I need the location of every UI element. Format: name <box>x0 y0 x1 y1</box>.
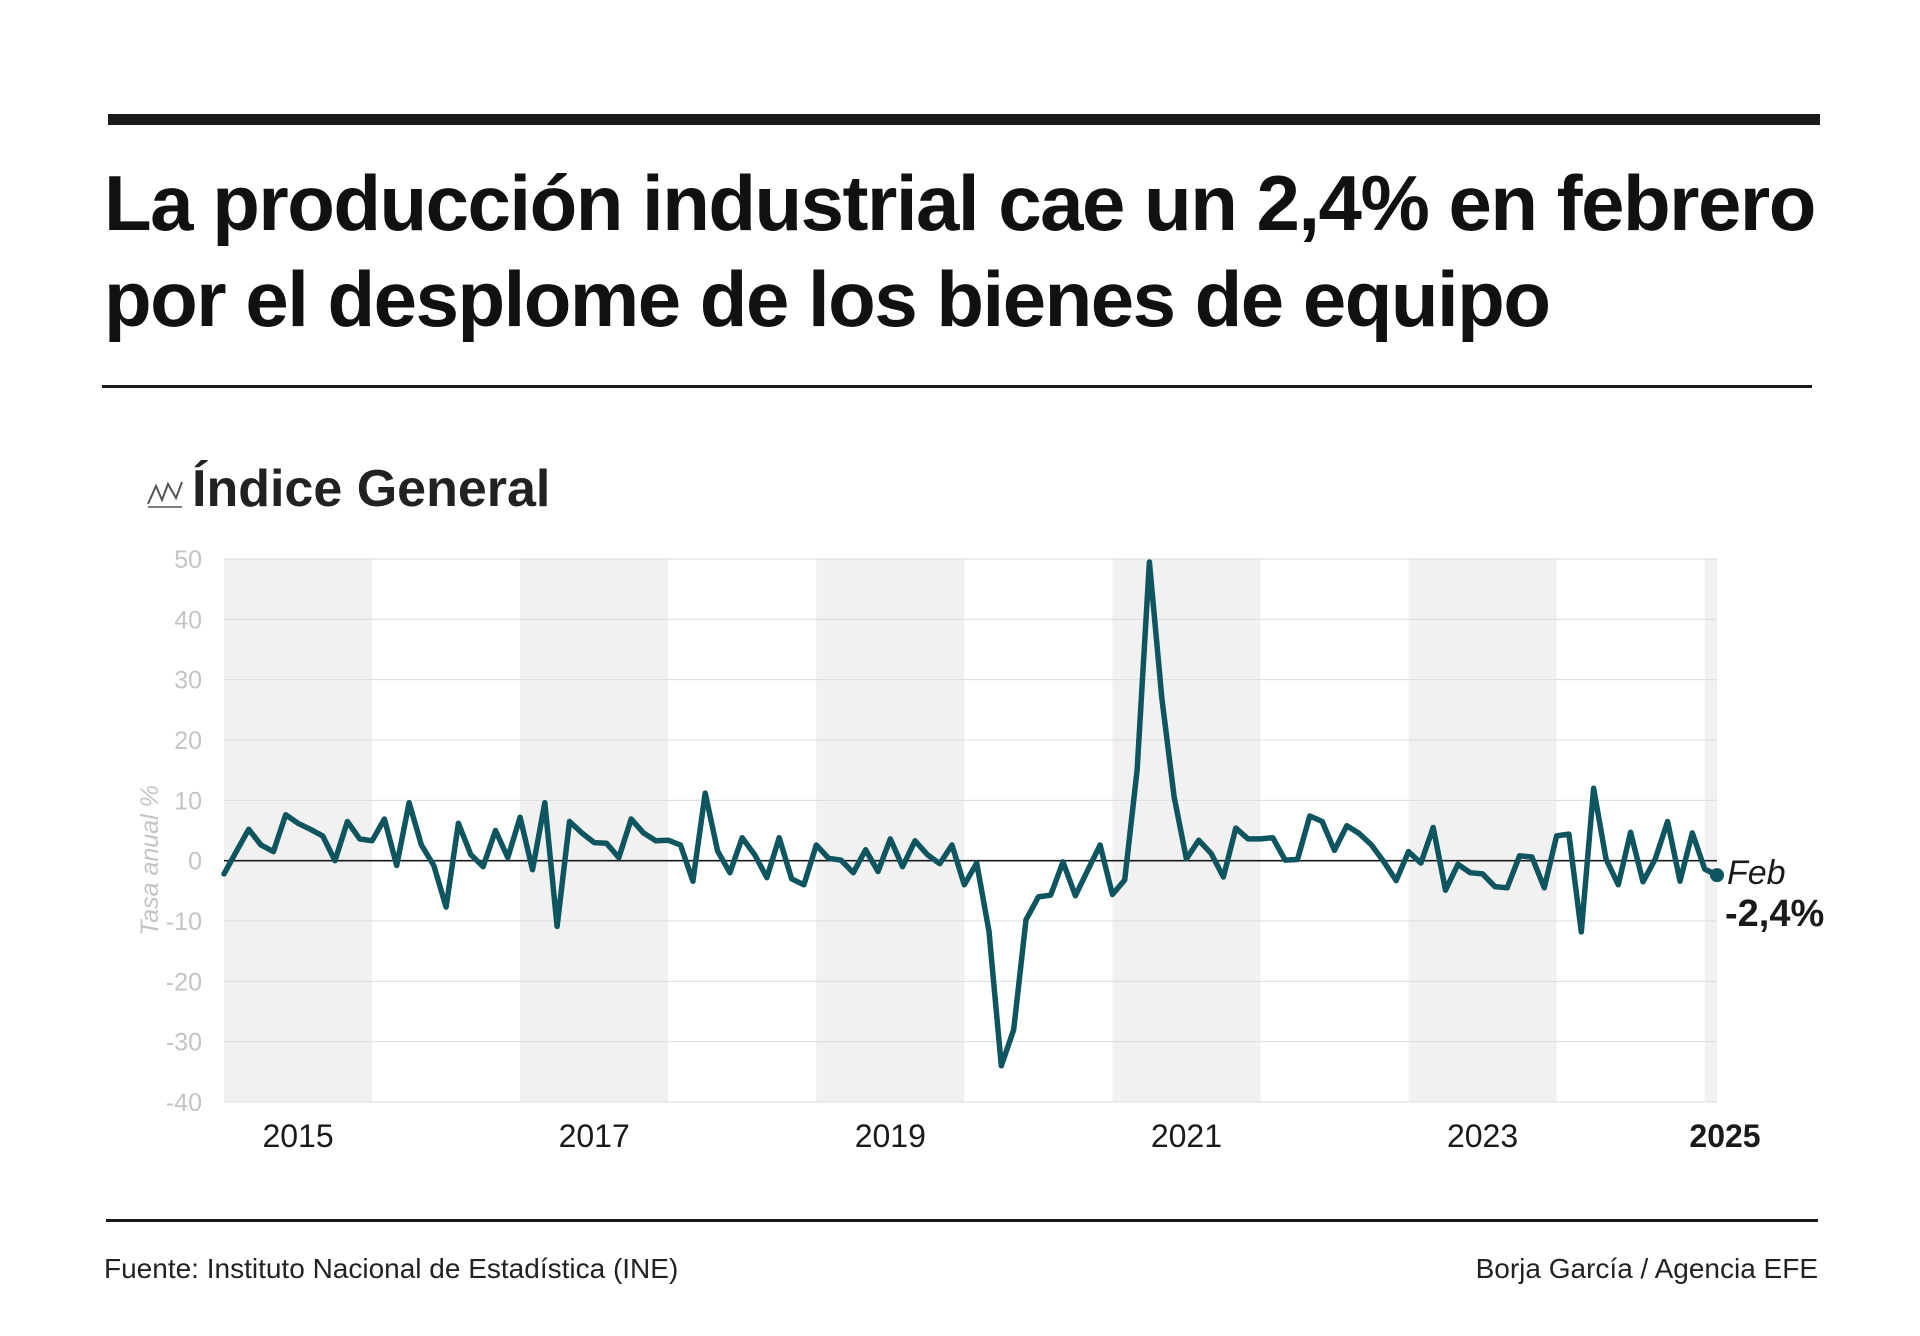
source-note: Fuente: Instituto Nacional de Estadístic… <box>104 1253 679 1284</box>
y-tick-label: 20 <box>174 727 202 755</box>
y-tick-label: -40 <box>166 1089 202 1117</box>
title-line-2: por el desplome de los bienes de equipo <box>104 255 1551 343</box>
credit-note: Borja García / Agencia EFE <box>1475 1253 1818 1284</box>
year-band-2019 <box>816 559 965 1102</box>
y-tick-label: -10 <box>166 908 202 936</box>
x-tick-label: 2025 <box>1689 1118 1760 1154</box>
page-title: La producción industrial cae un 2,4% en … <box>104 155 1844 347</box>
y-tick-label: 0 <box>188 848 202 876</box>
end-annotation-month: Feb <box>1727 854 1786 892</box>
y-tick-label: 50 <box>174 546 202 574</box>
y-axis-label: Tasa anual % <box>136 785 164 936</box>
y-tick-label: -20 <box>166 968 202 996</box>
footer-divider <box>106 1219 1818 1222</box>
year-band-2025 <box>1704 559 1717 1102</box>
x-tick-label: 2015 <box>262 1118 333 1154</box>
header-divider <box>102 385 1812 388</box>
x-tick-label: 2019 <box>855 1118 926 1154</box>
x-tick-label: 2021 <box>1151 1118 1222 1154</box>
x-tick-label: 2017 <box>559 1118 630 1154</box>
series-line <box>221 559 1720 1069</box>
top-rule <box>108 114 1820 125</box>
title-line-1: La producción industrial cae un 2,4% en … <box>104 159 1816 247</box>
line-chart-icon <box>147 481 183 508</box>
y-tick-label: 10 <box>174 787 202 815</box>
y-tick-label: 40 <box>174 606 202 634</box>
chart-subtitle: Índice General <box>192 460 551 518</box>
end-point-marker <box>1710 868 1724 883</box>
y-tick-label: -30 <box>166 1029 202 1057</box>
y-tick-label: 30 <box>174 667 202 695</box>
end-annotation-value: -2,4% <box>1725 893 1824 935</box>
x-tick-label: 2023 <box>1447 1118 1518 1154</box>
